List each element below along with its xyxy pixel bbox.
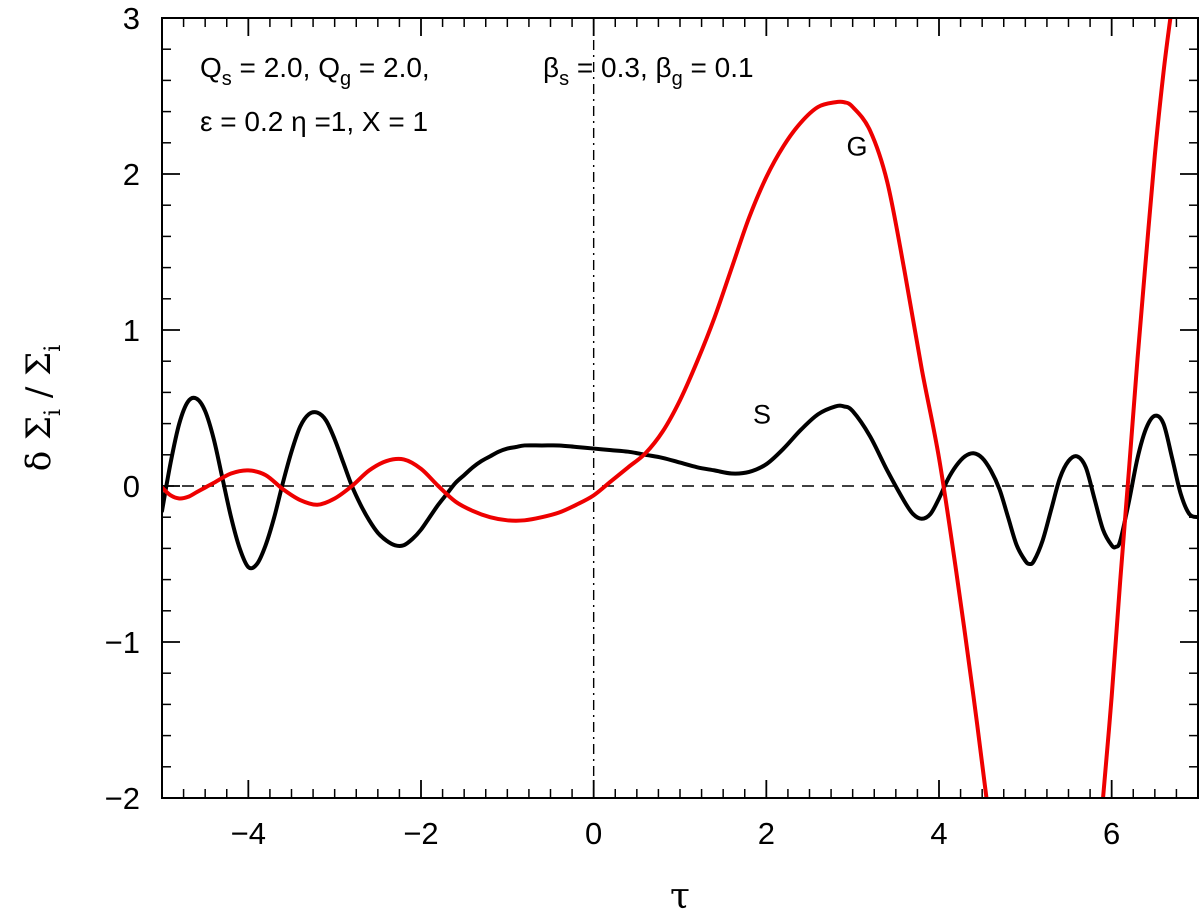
x-tick-label: 6 bbox=[1103, 816, 1120, 851]
x-tick-label: 2 bbox=[758, 816, 775, 851]
plot-frame bbox=[161, 17, 1199, 799]
y-tick-label: −1 bbox=[105, 625, 140, 660]
series-label-s: S bbox=[753, 400, 771, 430]
svg-text:δ Σi / Σi: δ Σi / Σi bbox=[19, 345, 66, 472]
y-tick-label: 3 bbox=[123, 1, 140, 36]
series-line-g bbox=[162, 99, 989, 798]
x-tick-label: 0 bbox=[585, 816, 602, 851]
series-group bbox=[162, 18, 1198, 798]
x-tick-label: −2 bbox=[403, 816, 438, 851]
y-tick-label: −2 bbox=[105, 781, 140, 816]
annotation-line-1: Qs = 2.0, Qg = 2.0, bbox=[200, 52, 430, 90]
x-axis-title: τ bbox=[670, 876, 690, 917]
x-tick-label: 4 bbox=[930, 816, 947, 851]
annotation-line-1-beta: βs = 0.3, βg = 0.1 bbox=[543, 52, 754, 90]
series-line-g-rise bbox=[1101, 18, 1173, 798]
series-label-g: G bbox=[846, 131, 867, 161]
minor-ticks bbox=[161, 18, 1199, 798]
y-tick-labels: −2 −1 0 1 2 3 bbox=[105, 1, 140, 816]
series-labels: SG bbox=[753, 131, 867, 429]
reference-lines bbox=[162, 18, 1198, 798]
x-tick-label: −4 bbox=[231, 816, 266, 851]
annotation-line-2: ε = 0.2 η =1, X = 1 bbox=[200, 106, 428, 137]
series-line-s bbox=[162, 395, 1198, 571]
y-tick-label: 2 bbox=[123, 157, 140, 192]
y-tick-label: 1 bbox=[123, 313, 140, 348]
y-tick-label: 0 bbox=[123, 469, 140, 504]
y-axis-title: δ Σi / Σi bbox=[19, 345, 66, 472]
x-tick-labels: −4 −2 0 2 4 6 bbox=[231, 816, 1121, 851]
